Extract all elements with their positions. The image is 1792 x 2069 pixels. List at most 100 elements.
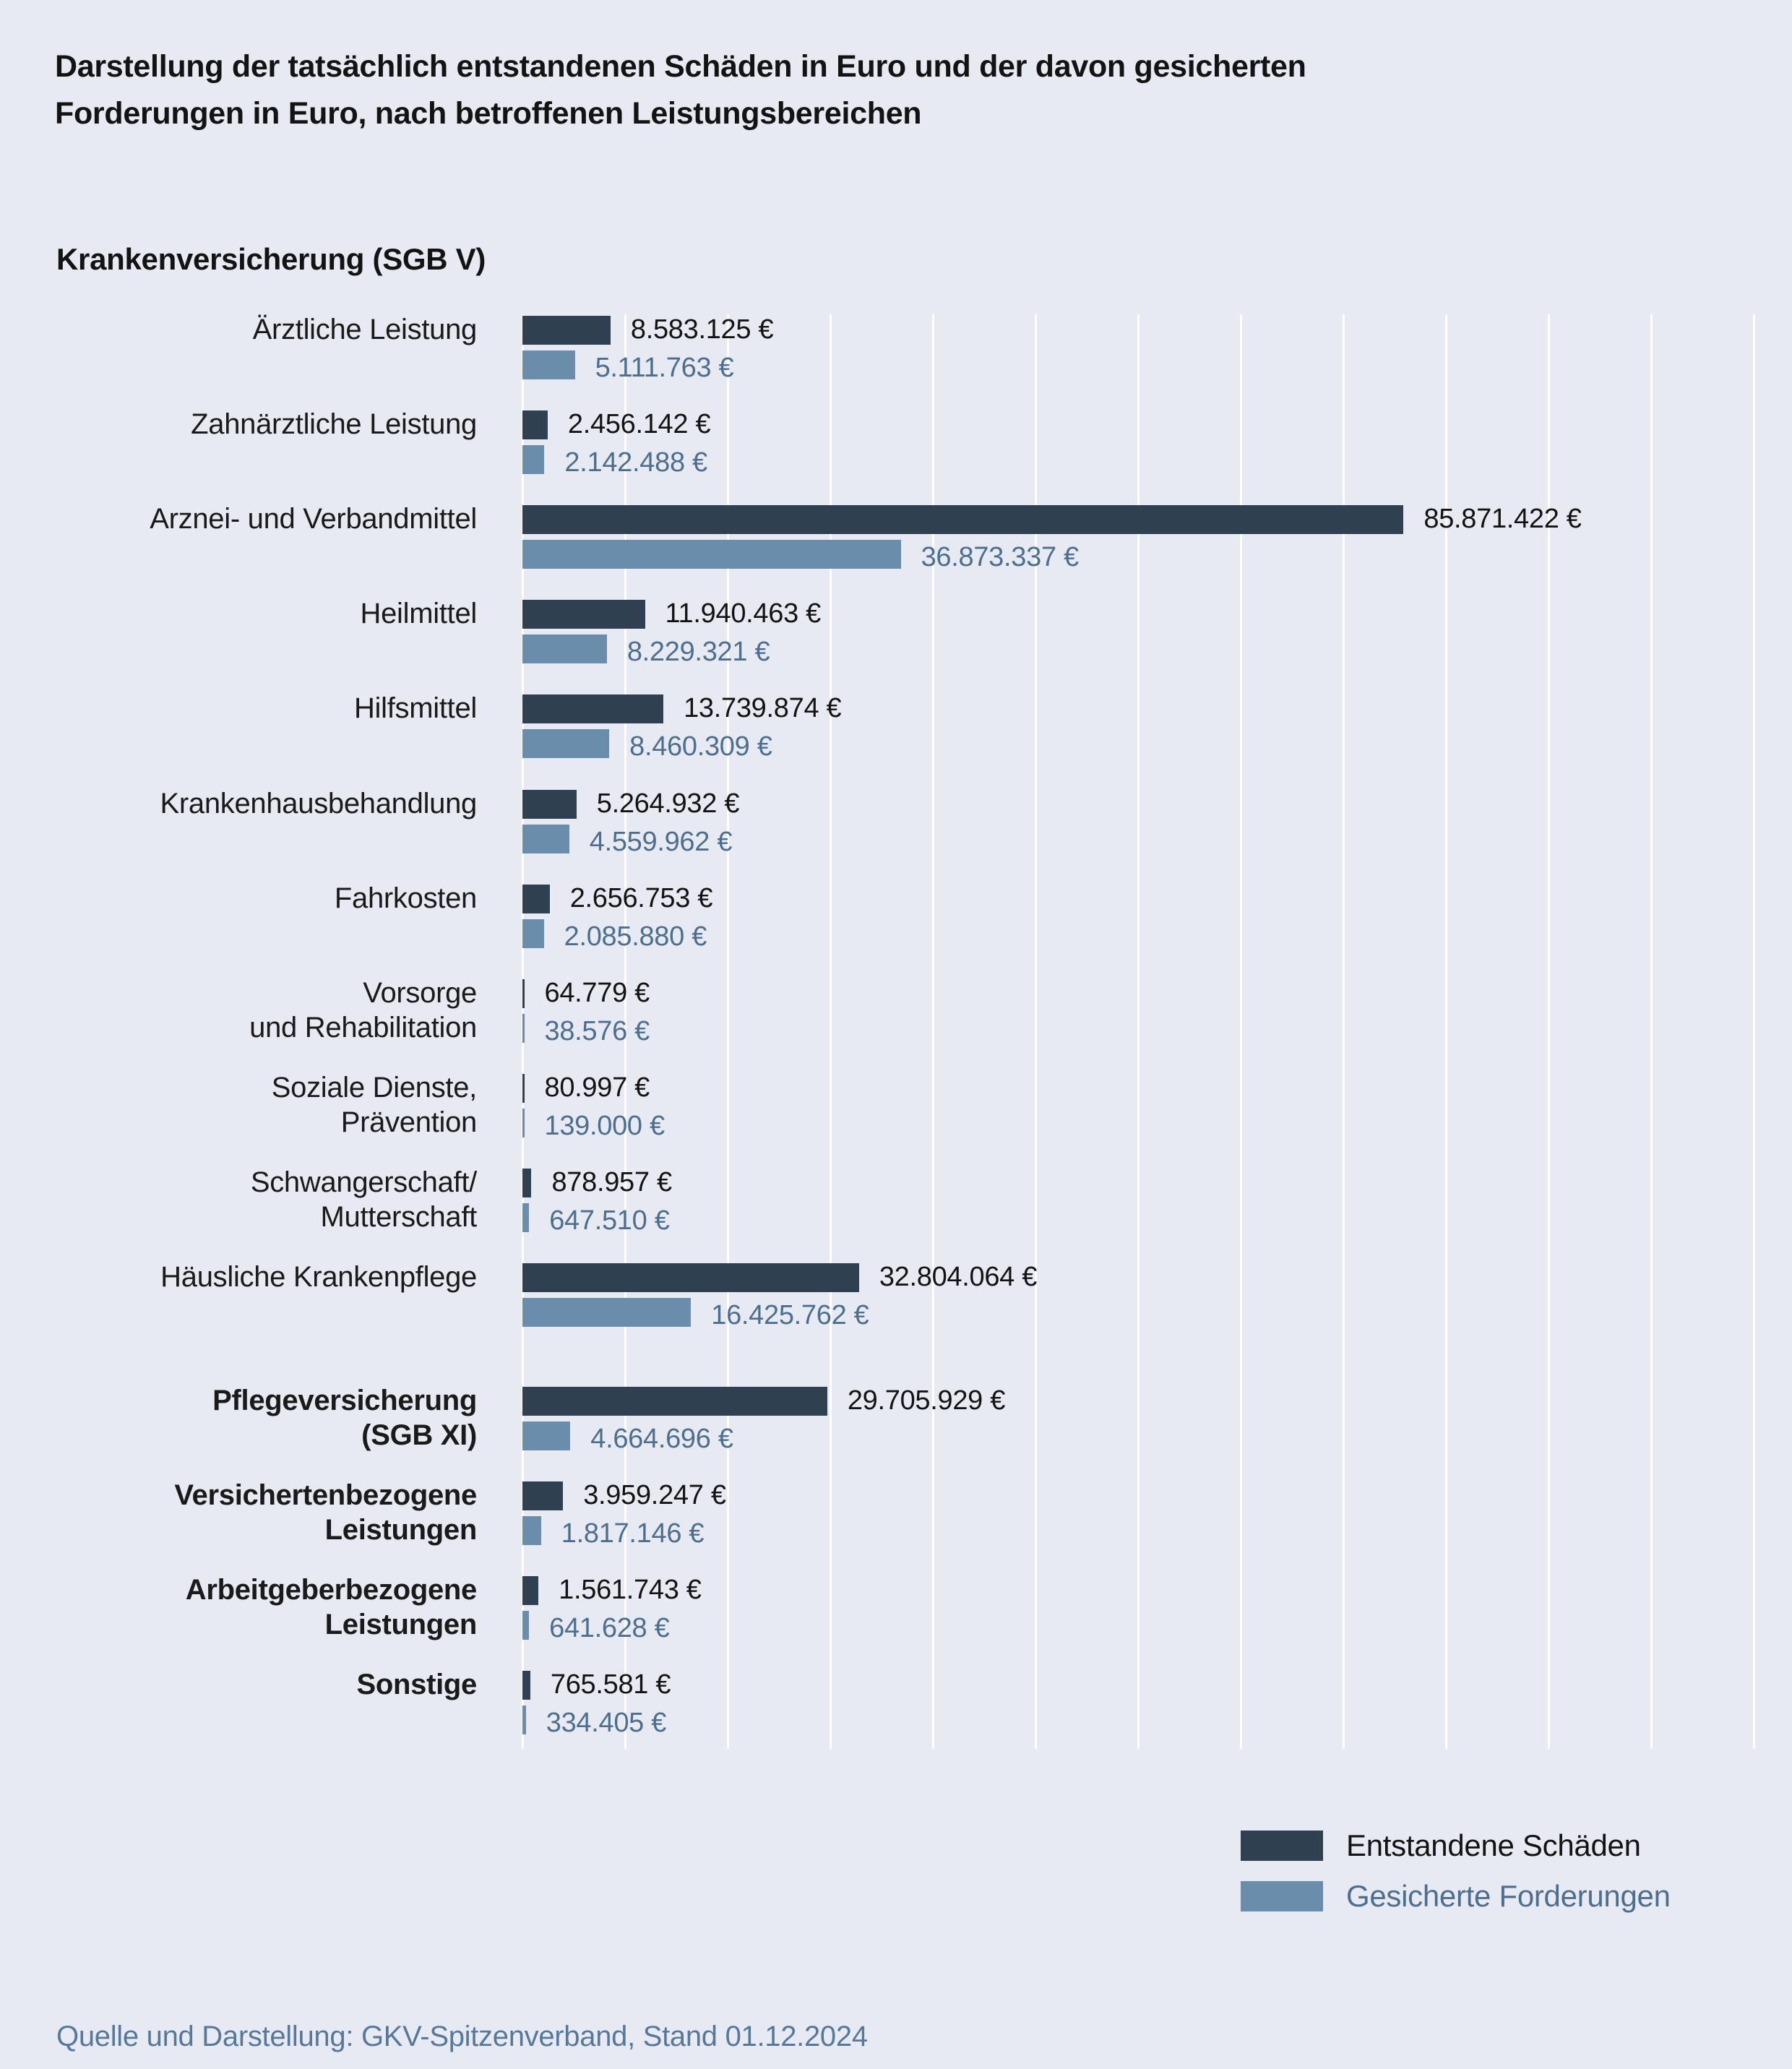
damage-bar xyxy=(522,600,645,629)
gridline xyxy=(1444,314,1447,1749)
secured-bar xyxy=(522,729,610,759)
gridline xyxy=(1239,314,1242,1749)
category-label-line: und Rehabilitation xyxy=(249,1011,477,1044)
category-label-line: Hilfsmittel xyxy=(353,692,477,725)
secured-value-label: 2.085.880 € xyxy=(564,921,707,952)
secured-value-label: 4.559.962 € xyxy=(589,826,733,857)
damage-bar xyxy=(522,1168,532,1197)
damage-value-label: 878.957 € xyxy=(551,1166,672,1197)
category-label-line: Soziale Dienste, xyxy=(271,1071,478,1104)
secured-value-label: 4.664.696 € xyxy=(590,1424,733,1455)
gridline xyxy=(726,314,729,1749)
damage-value-label: 3.959.247 € xyxy=(583,1480,726,1511)
legend-item-damage: Entstandene Schäden xyxy=(1241,1828,1641,1862)
secured-value-label: 2.142.488 € xyxy=(564,447,707,478)
secured-value-label: 16.425.762 € xyxy=(711,1300,869,1330)
secured-value-label: 5.111.763 € xyxy=(595,353,734,383)
legend-label-secured: Gesicherte Forderungen xyxy=(1346,1879,1671,1913)
secured-bar xyxy=(522,1298,692,1327)
damage-value-label: 2.456.142 € xyxy=(567,409,711,440)
gridline xyxy=(931,314,934,1749)
secured-value-label: 8.229.321 € xyxy=(626,637,770,668)
category-label-line: Zahnärztliche Leistung xyxy=(191,408,477,441)
category-label-line: Mutterschaft xyxy=(320,1200,478,1233)
secured-bar xyxy=(522,445,545,475)
chart-title: Darstellung der tatsächlich entstandenen… xyxy=(55,43,1306,137)
secured-bar xyxy=(522,1516,541,1546)
category-label-line: Pflegeversicherung xyxy=(212,1385,477,1417)
secured-value-label: 36.873.337 € xyxy=(921,542,1080,573)
damage-bar xyxy=(522,978,525,1008)
secured-value-label: 647.510 € xyxy=(549,1205,670,1236)
category-label: Häusliche Krankenpflege xyxy=(43,1260,477,1294)
damage-value-label: 29.705.929 € xyxy=(847,1385,1006,1416)
category-label-line: Versichertenbezogene xyxy=(174,1479,477,1512)
damage-bar xyxy=(522,884,550,913)
secured-bar xyxy=(522,635,607,664)
secured-bar xyxy=(522,1421,571,1451)
secured-bar xyxy=(522,1705,526,1735)
category-label: Fahrkosten xyxy=(43,881,477,916)
gridline xyxy=(624,314,626,1749)
category-label: Krankenhausbehandlung xyxy=(43,786,477,821)
category-label-line: Arbeitgeberbezogene xyxy=(185,1574,478,1606)
gridline xyxy=(1034,314,1037,1749)
damage-bar xyxy=(522,1387,827,1416)
category-label: Zahnärztliche Leistung xyxy=(43,407,477,442)
legend-swatch-damage xyxy=(1241,1831,1323,1861)
category-label-line: Leistungen xyxy=(324,1609,478,1641)
damage-bar xyxy=(522,789,577,819)
category-label: Arznei- und Verbandmittel xyxy=(43,502,477,536)
category-label: Sonstige xyxy=(43,1667,477,1702)
category-label: Hilfsmittel xyxy=(43,691,477,726)
category-label: Heilmittel xyxy=(43,596,478,631)
damage-value-label: 13.739.874 € xyxy=(684,693,842,724)
category-label-line: (SGB XI) xyxy=(361,1419,477,1452)
damage-bar xyxy=(522,1576,539,1606)
source-note: Quelle und Darstellung: GKV-Spitzenverba… xyxy=(56,2021,868,2052)
gridline xyxy=(829,314,832,1749)
damage-value-label: 64.779 € xyxy=(544,977,650,1008)
damage-bar xyxy=(522,316,611,345)
category-label: Versichertenbezogene Leistungen xyxy=(43,1478,477,1547)
damage-bar xyxy=(522,410,548,440)
gridline xyxy=(1752,314,1755,1749)
secured-bar xyxy=(522,824,569,853)
damage-bar xyxy=(522,1481,564,1511)
category-label-line: Prävention xyxy=(340,1106,478,1138)
damage-value-label: 8.583.125 € xyxy=(630,314,774,345)
category-label-line: Leistungen xyxy=(324,1514,478,1547)
chart-title-line-2: Forderungen in Euro, nach betroffenen Le… xyxy=(55,96,922,131)
legend-item-secured: Gesicherte Forderungen xyxy=(1241,1879,1671,1913)
category-label: Pflegeversicherung (SGB XI) xyxy=(43,1383,477,1453)
damage-bar xyxy=(522,694,664,724)
secured-bar xyxy=(522,1013,525,1043)
category-label: Arbeitgeberbezogene Leistungen xyxy=(43,1573,478,1642)
secured-value-label: 38.576 € xyxy=(544,1015,650,1046)
damage-bar xyxy=(522,505,1404,535)
damage-value-label: 765.581 € xyxy=(550,1669,671,1700)
secured-bar xyxy=(522,350,575,379)
chart-title-line-1: Darstellung der tatsächlich entstandenen… xyxy=(55,49,1306,84)
category-label-line: Ärztliche Leistung xyxy=(252,314,478,345)
category-label-line: Arznei- und Verbandmittel xyxy=(150,503,477,535)
damage-bar xyxy=(522,1263,859,1292)
damage-value-label: 11.940.463 € xyxy=(665,598,822,629)
category-label-line: Sonstige xyxy=(356,1669,477,1701)
damage-bar xyxy=(522,1073,525,1103)
category-label-line: Schwangerschaft/ xyxy=(250,1166,477,1198)
gridline xyxy=(1137,314,1140,1749)
damage-value-label: 5.264.932 € xyxy=(596,788,740,819)
category-label: Schwangerschaft/Mutterschaft xyxy=(43,1165,477,1234)
gridline xyxy=(1547,314,1550,1749)
secured-bar xyxy=(522,1611,530,1640)
category-label: Soziale Dienste, Prävention xyxy=(43,1070,478,1140)
gridline xyxy=(1650,314,1653,1749)
category-label-line: Krankenhausbehandlung xyxy=(160,787,477,820)
damage-value-label: 2.656.753 € xyxy=(569,882,713,913)
secured-value-label: 641.628 € xyxy=(549,1613,670,1644)
damage-value-label: 85.871.422 € xyxy=(1423,504,1582,535)
category-label: Vorsorge und Rehabilitation xyxy=(43,976,477,1045)
damage-bar xyxy=(522,1671,530,1700)
